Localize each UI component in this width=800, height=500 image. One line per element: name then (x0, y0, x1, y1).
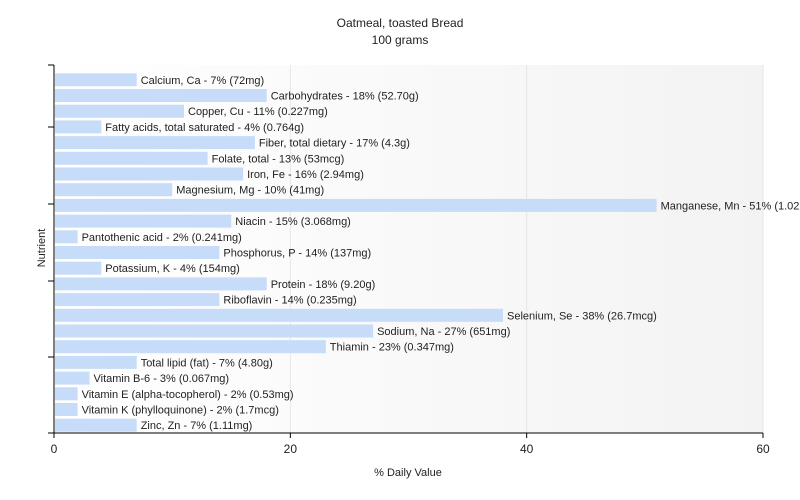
x-ticks: 0 20 40 60 (51, 433, 770, 456)
y-axis-label: Nutrient (36, 229, 48, 268)
bar (55, 418, 137, 432)
bar-label: Zinc, Zn - 7% (1.11mg) (141, 420, 253, 432)
bars: Calcium, Ca - 7% (72mg) Carbohydrates - 1… (55, 73, 800, 432)
x-axis-label: % Daily Value (374, 467, 442, 479)
x-tick-label: 20 (284, 442, 298, 456)
bar-label: Phosphorus, P - 14% (137mg) (223, 248, 371, 260)
bar (55, 277, 267, 291)
bar (55, 167, 244, 181)
bar-label: Sodium, Na - 27% (651mg) (377, 326, 510, 338)
bar-label: Niacin - 15% (3.068mg) (235, 216, 351, 228)
x-tick-label: 40 (520, 442, 534, 456)
bar-label: Total lipid (fat) - 7% (4.80g) (141, 357, 273, 369)
bar-label: Calcium, Ca - 7% (72mg) (141, 75, 264, 87)
bar (55, 246, 220, 259)
bar (55, 120, 102, 134)
x-tick-label: 0 (51, 442, 58, 456)
bar-label: Potassium, K - 4% (154mg) (105, 263, 240, 275)
bar (55, 324, 374, 338)
bar (55, 214, 232, 228)
bar (55, 403, 78, 416)
bar-label: Carbohydrates - 18% (52.70g) (271, 91, 419, 103)
bar-label: Manganese, Mn - 51% (1.022mg) (661, 200, 800, 212)
bar-label: Iron, Fe - 16% (2.94mg) (247, 169, 364, 181)
bar (55, 89, 267, 102)
chart-title: Oatmeal, toasted Bread (337, 16, 464, 30)
axes (48, 64, 763, 434)
bar (55, 355, 137, 369)
bar-label: Thiamin - 23% (0.347mg) (330, 342, 454, 354)
gridlines (289, 65, 764, 433)
bar (55, 104, 184, 118)
bar-label: Vitamin E (alpha-tocopherol) - 2% (0.53m… (82, 389, 294, 401)
x-tick-label: 60 (756, 442, 770, 456)
bar (55, 340, 326, 354)
bar (55, 371, 90, 385)
bar-label: Selenium, Se - 38% (26.7mcg) (507, 310, 657, 322)
bar-label: Fiber, total dietary - 17% (4.3g) (259, 138, 410, 150)
bar-label: Folate, total - 13% (53mcg) (212, 153, 345, 165)
bar (55, 136, 255, 150)
bar-label: Pantothenic acid - 2% (0.241mg) (82, 232, 242, 244)
bar (55, 73, 137, 87)
bar-label: Vitamin B-6 - 3% (0.067mg) (94, 373, 230, 385)
bar (55, 261, 102, 275)
bar (55, 230, 78, 244)
chart-subtitle: 100 grams (372, 33, 429, 47)
bar (55, 293, 220, 307)
bar-label: Fatty acids, total saturated - 4% (0.764… (105, 122, 304, 134)
bar-label: Protein - 18% (9.20g) (271, 279, 376, 291)
bar-label: Magnesium, Mg - 10% (41mg) (176, 185, 324, 197)
bar-label: Riboflavin - 14% (0.235mg) (223, 295, 356, 307)
bar (55, 308, 503, 322)
bar (55, 151, 208, 165)
bar (55, 183, 173, 197)
bar (55, 198, 657, 212)
bar-label: Copper, Cu - 11% (0.227mg) (188, 106, 328, 118)
bar-label: Vitamin K (phylloquinone) - 2% (1.7mcg) (82, 405, 279, 417)
bar (55, 387, 78, 401)
